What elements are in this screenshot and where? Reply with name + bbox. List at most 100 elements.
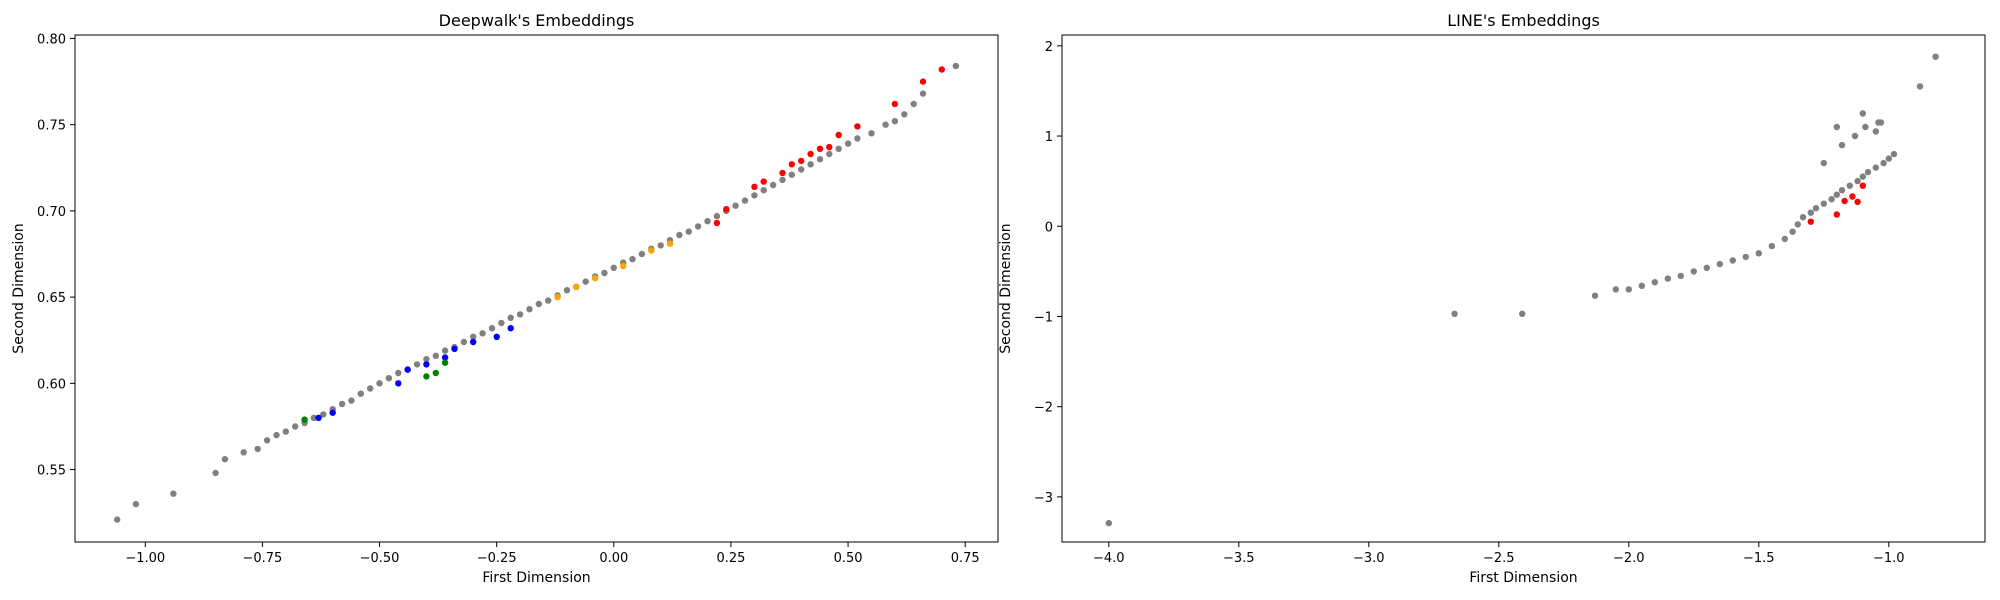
line-point: [1664, 275, 1672, 282]
line-x-tick-label: −2.5: [1483, 551, 1515, 566]
deepwalk-point: [638, 250, 646, 258]
line-point: [1651, 279, 1659, 286]
deepwalk-point: [516, 311, 524, 318]
deepwalk-point: [952, 62, 959, 70]
deepwalk-y-axis-label: Second Dimension: [11, 223, 27, 353]
deepwalk-point: [395, 380, 402, 387]
deepwalk-point: [826, 150, 833, 158]
deepwalk-point: [882, 121, 889, 128]
deepwalk-x-tick-label: −1.00: [125, 551, 165, 566]
deepwalk-point: [170, 490, 177, 497]
deepwalk-point: [713, 212, 721, 220]
deepwalk-point: [432, 369, 439, 377]
deepwalk-point: [657, 242, 664, 249]
line-x-tick-label: −4.0: [1093, 551, 1125, 566]
line-point: [1854, 198, 1861, 206]
deepwalk-point: [779, 169, 786, 177]
deepwalk-point: [620, 262, 627, 270]
deepwalk-point: [493, 333, 500, 340]
line-point: [1859, 173, 1867, 180]
deepwalk-y-tick-label: 0.75: [37, 119, 66, 134]
line-point: [1872, 164, 1880, 171]
deepwalk-point: [385, 375, 393, 382]
deepwalk-point: [751, 192, 758, 199]
line-point: [1105, 519, 1113, 527]
line-point: [1872, 128, 1880, 135]
line-x-tick-label: −3.0: [1353, 551, 1385, 566]
deepwalk-point: [788, 171, 795, 178]
deepwalk-point: [498, 319, 505, 327]
line-x-ticks: −4.0 −3.5 −3.0 −2.5 −2.0 −1.5 −1.0: [1093, 542, 1905, 566]
deepwalk-point: [807, 150, 814, 158]
line-chart-title: LINE's Embeddings: [1447, 11, 1600, 30]
line-point: [1677, 272, 1685, 280]
line-y-tick-label: −2: [1034, 401, 1053, 416]
deepwalk-point: [844, 140, 852, 147]
deepwalk-point: [741, 197, 749, 204]
line-point: [1768, 242, 1776, 250]
line-point: [1849, 193, 1856, 200]
deepwalk-x-tick-label: 0.50: [834, 551, 863, 566]
line-point: [1820, 159, 1828, 167]
deepwalk-point: [816, 145, 824, 152]
deepwalk-x-ticks: −1.00 −0.75 −0.50 −0.25 0.00 0.25 0.50 0.75: [125, 542, 980, 566]
line-x-tick-label: −2.0: [1613, 551, 1645, 566]
line-point: [1833, 191, 1841, 198]
deepwalk-point: [919, 78, 927, 85]
deepwalk-point: [320, 411, 327, 418]
line-point: [1799, 214, 1807, 221]
deepwalk-point: [891, 118, 899, 125]
deepwalk-point: [488, 325, 496, 332]
deepwalk-point: [413, 361, 421, 368]
deepwalk-point: [441, 359, 449, 366]
deepwalk-y-tick-label: 0.60: [37, 377, 66, 392]
deepwalk-point: [854, 123, 861, 130]
line-point: [1890, 150, 1898, 158]
line-point: [1789, 228, 1796, 235]
line-points: [1105, 53, 1939, 527]
deepwalk-point: [221, 456, 229, 463]
deepwalk-point: [395, 369, 402, 377]
deepwalk-x-tick-label: 0.75: [951, 551, 980, 566]
deepwalk-point: [132, 500, 140, 508]
deepwalk-point: [526, 306, 533, 313]
line-point: [1833, 123, 1841, 131]
line-point: [1742, 253, 1750, 261]
deepwalk-point: [610, 264, 617, 271]
deepwalk-y-tick-label: 0.80: [37, 32, 66, 47]
line-point: [1638, 282, 1646, 289]
deepwalk-point: [807, 161, 814, 168]
deepwalk-point: [329, 409, 336, 416]
deepwalk-point: [760, 178, 767, 185]
deepwalk-point: [868, 130, 875, 137]
deepwalk-y-tick-label: 0.65: [37, 291, 66, 306]
deepwalk-x-tick-label: 0.25: [716, 551, 745, 566]
line-x-tick-label: −1.0: [1873, 551, 1905, 566]
deepwalk-x-tick-label: −0.75: [242, 551, 282, 566]
deepwalk-point: [751, 183, 758, 190]
deepwalk-point: [254, 445, 261, 453]
line-point: [1846, 182, 1854, 189]
line-point: [1932, 53, 1939, 60]
deepwalk-point: [423, 356, 430, 363]
deepwalk-point: [676, 231, 683, 239]
deepwalk-x-tick-label: −0.50: [360, 551, 400, 566]
deepwalk-point: [732, 202, 739, 209]
line-x-axis-label: First Dimension: [1469, 570, 1577, 586]
line-point: [1807, 209, 1815, 216]
deepwalk-point: [423, 361, 430, 368]
line-point: [1451, 310, 1458, 317]
deepwalk-point: [404, 366, 411, 373]
line-point: [1862, 123, 1869, 131]
deepwalk-point: [798, 166, 805, 173]
line-point: [1916, 83, 1924, 90]
line-point: [1781, 235, 1789, 243]
line-point: [1716, 260, 1724, 268]
line-point: [1885, 155, 1893, 162]
line-panel: −4.0 −3.5 −3.0 −2.5 −2.0 −1.5 −1.0 −3 −2 −1 0 1 2 L…: [998, 11, 1986, 586]
deepwalk-point: [835, 145, 842, 152]
deepwalk-point: [629, 256, 636, 263]
deepwalk-point: [310, 414, 318, 421]
deepwalk-point: [441, 354, 449, 361]
